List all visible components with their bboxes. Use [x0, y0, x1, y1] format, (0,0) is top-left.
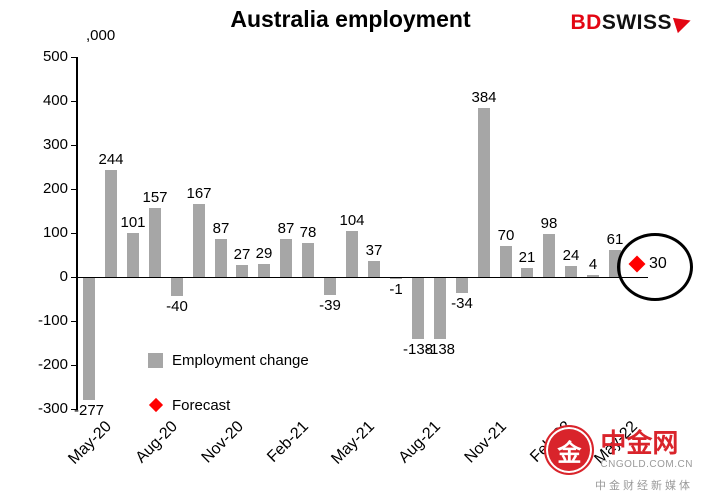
bar-Oct-21: [456, 278, 468, 293]
watermark-name: 中金网: [600, 428, 679, 458]
watermark-row: 金 中金网 CNGOLD.COM.CN: [544, 425, 693, 475]
forecast-highlight-circle: [617, 233, 693, 301]
legend-label-forecast: Forecast: [172, 396, 231, 414]
y-axis-tick: [71, 233, 78, 234]
x-axis-tick-label: May-20: [65, 418, 116, 468]
bar-Feb-21: [280, 239, 292, 277]
y-axis-tick: [71, 101, 78, 102]
bar-May-21: [346, 231, 358, 277]
y-axis-tick: [71, 365, 78, 366]
y-axis-tick-label: 300: [42, 136, 68, 153]
bar-Dec-21: [500, 246, 512, 277]
bar-Mar-22: [565, 266, 577, 277]
legend-bar-swatch-icon: [148, 352, 163, 368]
x-axis-tick-label: May-21: [328, 418, 379, 468]
bar-value-label: 244: [98, 151, 124, 168]
legend-label-employment-change: Employment change: [172, 351, 309, 369]
legend-diamond-icon: [148, 397, 164, 413]
bar-Jul-20: [127, 233, 139, 277]
y-axis-unit-label: ,000: [86, 27, 116, 44]
bar-value-label: 87: [212, 220, 230, 237]
bar-Sep-21: [434, 278, 446, 339]
bar-Aug-20: [149, 208, 161, 277]
watermark-tagline: 中金财经新媒体: [595, 480, 693, 492]
bar-value-label: -1: [389, 281, 403, 298]
bar-Dec-20: [236, 265, 248, 277]
chart-title: Australia employment: [230, 6, 471, 32]
bar-value-label: 157: [142, 189, 168, 206]
y-axis-tick-label: -300: [37, 400, 68, 417]
bar-value-label: 61: [606, 231, 624, 248]
x-axis-tick-label: Nov-21: [461, 418, 511, 467]
x-axis-tick-label: Aug-21: [395, 418, 445, 467]
watermark-domain: CNGOLD.COM.CN: [600, 459, 693, 470]
bar-value-label: -277: [73, 402, 105, 419]
legend-item-employment-change: Employment change: [148, 350, 309, 370]
cngold-watermark: 金 中金网 CNGOLD.COM.CN 中金财经新媒体: [544, 425, 693, 493]
bar-value-label: -138: [402, 341, 434, 358]
bar-Jan-21: [258, 264, 270, 277]
bar-Apr-21: [324, 278, 336, 295]
bar-value-label: 87: [277, 220, 295, 237]
logo-text-bd: BD: [570, 11, 602, 34]
y-axis-tick-label: 0: [59, 268, 68, 285]
bar-value-label: 21: [518, 249, 536, 266]
bar-Jun-21: [368, 261, 380, 277]
y-axis-tick: [71, 277, 78, 278]
bar-Nov-20: [215, 239, 227, 277]
bar-value-label: 24: [562, 247, 580, 264]
cngold-logo-icon: 金: [544, 425, 595, 475]
y-axis-tick-label: 500: [42, 48, 68, 65]
bar-value-label: -39: [319, 297, 341, 314]
bar-value-label: 104: [339, 212, 365, 229]
y-axis-tick-label: 400: [42, 92, 68, 109]
bar-value-label: 78: [299, 224, 317, 241]
bar-Feb-22: [543, 234, 555, 277]
y-axis-tick-label: 100: [42, 224, 68, 241]
x-axis-zero-line: [78, 277, 648, 278]
y-axis-tick: [71, 409, 78, 410]
bar-Jun-20: [105, 170, 117, 277]
bar-value-label: 384: [471, 89, 497, 106]
watermark-text-block: 中金网 CNGOLD.COM.CN: [600, 430, 693, 470]
bar-value-label: 98: [540, 215, 558, 232]
legend-item-forecast: Forecast: [148, 395, 309, 415]
y-axis-tick-label: -200: [37, 356, 68, 373]
y-axis-tick: [71, 189, 78, 190]
bar-Jul-21: [390, 278, 402, 279]
logo-text-swiss: SWISS: [601, 11, 672, 34]
y-axis-tick: [71, 57, 78, 58]
bar-value-label: 29: [255, 245, 273, 262]
bar-value-label: -138: [424, 341, 456, 358]
bar-Mar-21: [302, 243, 314, 277]
bar-value-label: 70: [497, 227, 515, 244]
bar-Jan-22: [521, 268, 533, 277]
y-axis-tick-label: -100: [37, 312, 68, 329]
bar-value-label: -40: [166, 298, 188, 315]
chart-legend: Employment change Forecast: [148, 350, 309, 440]
bar-Sep-20: [171, 278, 183, 296]
bar-value-label: 101: [120, 214, 146, 231]
bar-value-label: 4: [588, 256, 598, 273]
bar-value-label: 167: [186, 185, 212, 202]
y-axis-tick: [71, 321, 78, 322]
bdswiss-logo: BD SWISS: [570, 11, 694, 35]
bar-value-label: 27: [233, 246, 251, 263]
bar-value-label: 37: [365, 242, 383, 259]
bar-Apr-22: [587, 275, 599, 277]
bar-Aug-21: [412, 278, 424, 339]
bar-May-20: [83, 278, 95, 400]
bar-value-label: -34: [451, 295, 473, 312]
bar-Nov-21: [478, 108, 490, 277]
bar-Oct-20: [193, 204, 205, 277]
y-axis-tick-label: 200: [42, 180, 68, 197]
y-axis-tick: [71, 145, 78, 146]
